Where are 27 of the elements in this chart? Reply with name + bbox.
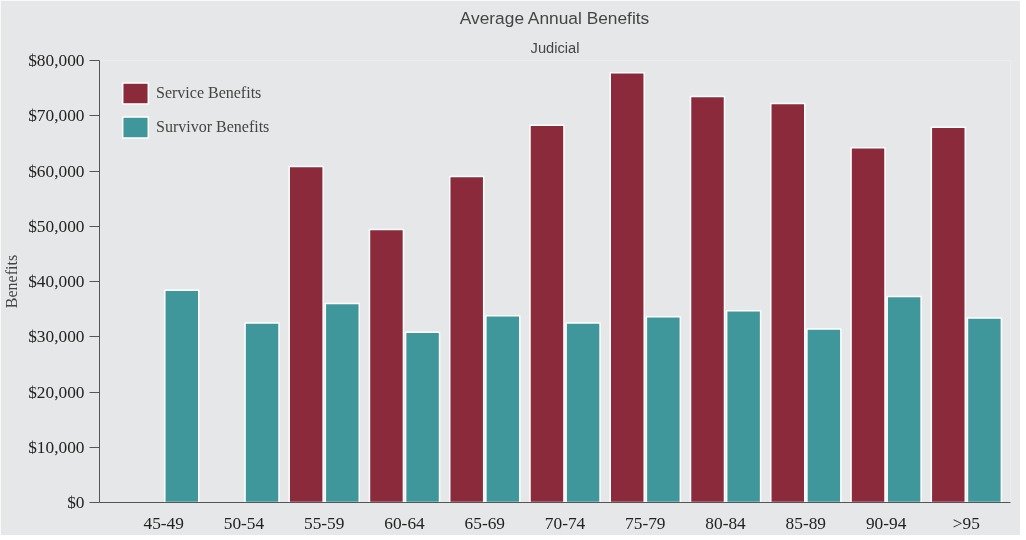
x-tick-label: 70-74: [544, 513, 586, 533]
x-tick-label: 65-69: [464, 513, 505, 533]
y-axis-title: Benefits: [3, 254, 21, 309]
y-tick-label: $10,000: [28, 437, 85, 457]
x-tick-label: 55-59: [304, 513, 345, 533]
y-tick-label: $50,000: [28, 216, 85, 236]
x-tick-label: 90-94: [865, 513, 907, 533]
y-tick-label: $0: [67, 493, 85, 512]
y-tick-label: $80,000: [28, 51, 85, 70]
y-tick-label: $40,000: [28, 272, 85, 291]
y-tick-label: $70,000: [28, 106, 85, 126]
x-tick-label: 50-54: [223, 513, 265, 533]
bar: [244, 322, 280, 503]
x-tick-label: 60-64: [384, 513, 426, 533]
x-tick-label: 85-89: [785, 513, 827, 533]
legend-label: Survivor Benefits: [156, 118, 270, 136]
bar: [164, 289, 200, 503]
x-tick-label: >95: [952, 513, 980, 533]
legend-label: Service Benefits: [156, 84, 262, 102]
chart-title: Average Annual Benefits: [459, 7, 650, 28]
y-tick-label: $20,000: [28, 382, 85, 402]
y-tick-label: $60,000: [28, 161, 85, 181]
x-tick-label: 45-49: [143, 513, 184, 533]
x-tick-label: 80-84: [705, 513, 747, 533]
x-tick-label: 75-79: [625, 513, 666, 533]
y-tick-label: $30,000: [28, 327, 85, 347]
chart-subtitle: Judicial: [530, 39, 580, 56]
